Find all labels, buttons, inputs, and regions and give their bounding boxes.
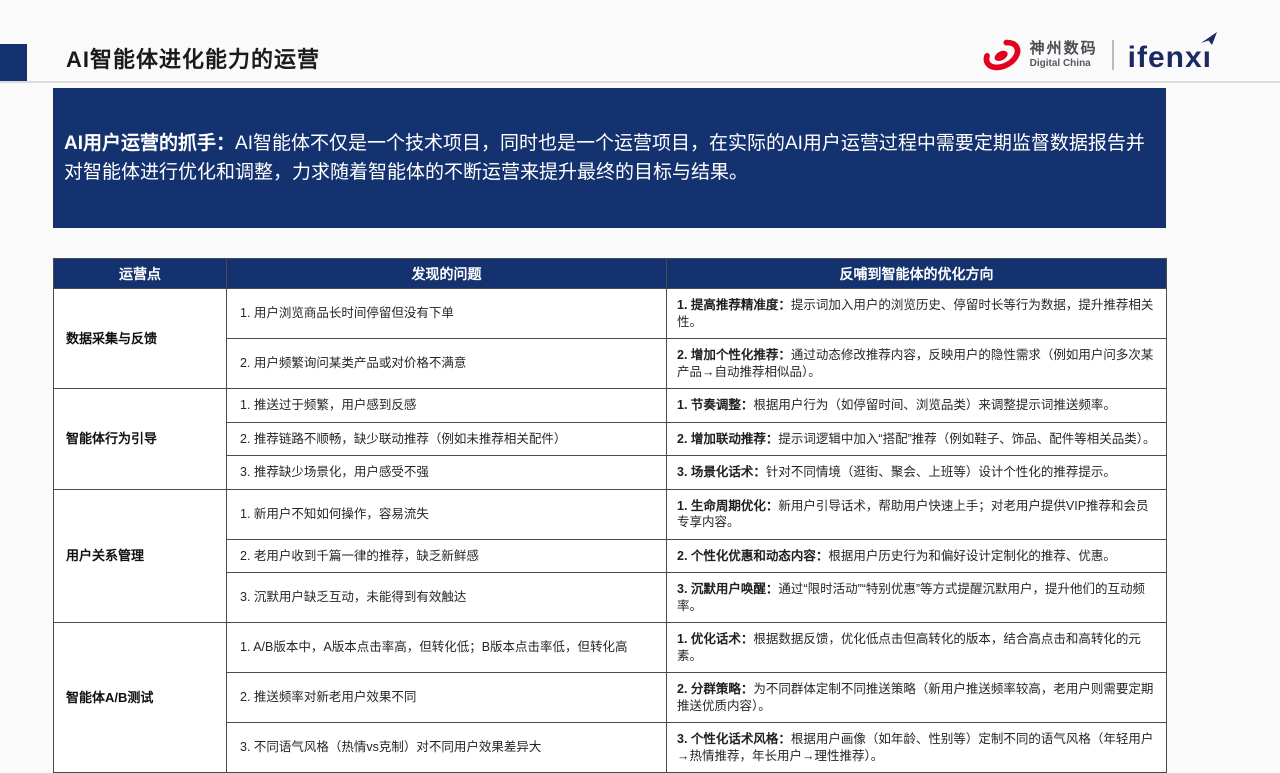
optimization-cell: 1. 优化话术：根据数据反馈，优化低点击但高转化的版本，结合高点击和高转化的元素…	[666, 622, 1167, 673]
slide-header: AI智能体进化能力的运营 神州数码 Digital China ifenxı	[0, 0, 1280, 83]
optimization-detail: 针对不同情境（逛街、聚会、上班等）设计个性化的推荐提示。	[765, 465, 1116, 479]
table-row: 3. 沉默用户缺乏互动，未能得到有效触达 3. 沉默用户唤醒：通过“限时活动”“特…	[54, 572, 1167, 623]
digital-china-wordmark: 神州数码 Digital China	[1030, 41, 1098, 69]
problem-cell: 1. 推送过于频繁，用户感到反感	[226, 388, 667, 423]
optimization-detail: 根据用户历史行为和偏好设计定制化的推荐、优惠。	[828, 548, 1116, 563]
problem-cell: 2. 推荐链路不顺畅，缺少联动推荐（例如未推荐相关配件）	[226, 421, 667, 456]
optimization-lead: 2. 增加个性化推荐：	[677, 348, 791, 362]
problem-cell: 1. 新用户不知如何操作，容易流失	[226, 488, 667, 540]
category-cell: 智能体行为引导	[53, 388, 227, 490]
optimization-detail: 为不同群体定制不同推送策略（新用户推送频率较高，老用户则需要定期推送优质内容）。	[677, 682, 1154, 713]
optimization-cell: 2. 分群策略：为不同群体定制不同推送策略（新用户推送频率较高，老用户则需要定期…	[666, 672, 1167, 723]
optimization-detail: 新用户引导话术，帮助用户快速上手；对老用户提供VIP推荐和会员专享内容。	[677, 498, 1149, 530]
table-row: 3. 推荐缺少场景化，用户感受不强 3. 场景化话术：针对不同情境（逛街、聚会、上…	[54, 455, 1167, 490]
logo-area: 神州数码 Digital China ifenxı	[981, 32, 1217, 76]
category-cell: 用户关系管理	[53, 488, 227, 623]
table-row: 智能体A/B测试 1. A/B版本中，A版本点击率高，但转化低；B版本点击率低，但…	[53, 622, 1167, 773]
problem-cell: 3. 推荐缺少场景化，用户感受不强	[226, 455, 667, 490]
optimization-detail: 通过动态修改推荐内容，反映用户的隐性需求（例如用户问多次某产品→自动推荐相似品）…	[677, 348, 1154, 379]
problem-cell: 1. 用户浏览商品长时间停留但没有下单	[226, 288, 667, 339]
table-row: 2. 老用户收到千篇一律的推荐，缺乏新鲜感 2. 个性化优惠和动态内容：根据用户历…	[54, 538, 1167, 573]
digital-china-logo: 神州数码 Digital China	[981, 34, 1098, 76]
operations-table: 运营点 发现的问题 反哺到智能体的优化方向 数据采集与反馈 1. 用户浏览商品长时…	[53, 258, 1167, 773]
optimization-cell: 2. 个性化优惠和动态内容：根据用户历史行为和偏好设计定制化的推荐、优惠。	[666, 538, 1167, 573]
category-cell: 智能体A/B测试	[53, 622, 227, 773]
table-row: 数据采集与反馈 1. 用户浏览商品长时间停留但没有下单 1. 提高推荐精准度：提示词…	[53, 288, 1167, 389]
digital-china-swirl-icon	[983, 39, 1021, 71]
optimization-lead: 3. 个性化话术风格：	[677, 732, 791, 746]
table-row: 用户关系管理 1. 新用户不知如何操作，容易流失 1. 生命周期优化：新用户引导话术…	[53, 488, 1167, 623]
category-cell: 数据采集与反馈	[53, 288, 227, 389]
table-row: 2. 用户频繁询问某类产品或对价格不满意 2. 增加个性化推荐：通过动态修改推荐内…	[54, 338, 1167, 389]
optimization-cell: 1. 提高推荐精准度：提示词加入用户的浏览历史、停留时长等行为数据，提升推荐相关…	[666, 288, 1167, 339]
optimization-detail: 提示词逻辑中加入“搭配”推荐（例如鞋子、饰品、配件等相关品类）。	[778, 431, 1156, 446]
table-row: 2. 推荐链路不顺畅，缺少联动推荐（例如未推荐相关配件） 2. 增加联动推荐：提示…	[54, 421, 1167, 456]
problem-cell: 2. 老用户收到千篇一律的推荐，缺乏新鲜感	[226, 538, 667, 573]
digital-china-en-label: Digital China	[1029, 57, 1091, 69]
intro-banner: AI用户运营的抓手：AI智能体不仅是一个技术项目，同时也是一个运营项目，在实际的…	[53, 88, 1166, 228]
logo-divider	[1111, 40, 1114, 70]
ifenxi-logo: ifenxı	[1127, 32, 1217, 74]
problem-cell: 2. 推送频率对新老用户效果不同	[226, 672, 667, 723]
optimization-lead: 1. 生命周期优化：	[677, 498, 779, 513]
header-divider-line	[0, 81, 1280, 83]
page-title: AI智能体进化能力的运营	[66, 47, 321, 72]
optimization-lead: 3. 沉默用户唤醒：	[677, 582, 779, 596]
ifenxi-arrow-icon	[1201, 32, 1217, 45]
ifenxi-wordmark: ifenxı	[1127, 41, 1212, 74]
optimization-detail: 提示词加入用户的浏览历史、停留时长等行为数据，提升推荐相关性。	[677, 298, 1154, 329]
intro-banner-body: AI智能体不仅是一个技术项目，同时也是一个运营项目，在实际的AI用户运营过程中需…	[64, 132, 1145, 183]
optimization-detail: 根据数据反馈，优化低点击但高转化的版本，结合高点击和高转化的元素。	[677, 632, 1141, 663]
optimization-cell: 1. 节奏调整：根据用户行为（如停留时间、浏览品类）来调整提示词推送频率。	[666, 388, 1167, 423]
optimization-cell: 3. 个性化话术风格：根据用户画像（如年龄、性别等）定制不同的语气风格（年轻用户…	[666, 722, 1167, 773]
column-header-optimization-direction: 反哺到智能体的优化方向	[666, 258, 1167, 289]
table-row: 智能体行为引导 1. 推送过于频繁，用户感到反感 1. 节奏调整：根据用户行为（如停…	[53, 388, 1167, 490]
intro-banner-lead: AI用户运营的抓手：	[64, 132, 236, 154]
optimization-lead: 1. 优化话术：	[677, 632, 754, 646]
optimization-lead: 1. 提高推荐精准度：	[677, 298, 791, 312]
optimization-cell: 2. 增加联动推荐：提示词逻辑中加入“搭配”推荐（例如鞋子、饰品、配件等相关品类…	[666, 421, 1167, 456]
title-accent-square	[0, 44, 27, 81]
intro-banner-text: AI用户运营的抓手：AI智能体不仅是一个技术项目，同时也是一个运营项目，在实际的…	[64, 129, 1152, 188]
optimization-cell: 3. 场景化话术：针对不同情境（逛街、聚会、上班等）设计个性化的推荐提示。	[666, 455, 1167, 490]
table-row: 2. 推送频率对新老用户效果不同 2. 分群策略：为不同群体定制不同推送策略（新用…	[54, 672, 1167, 723]
problem-cell: 3. 不同语气风格（热情vs克制）对不同用户效果差异大	[226, 722, 667, 773]
optimization-detail: 根据用户行为（如停留时间、浏览品类）来调整提示词推送频率。	[753, 398, 1116, 412]
optimization-lead: 1. 节奏调整：	[677, 398, 754, 412]
optimization-cell: 2. 增加个性化推荐：通过动态修改推荐内容，反映用户的隐性需求（例如用户问多次某…	[666, 338, 1167, 389]
optimization-lead: 2. 个性化优惠和动态内容：	[677, 548, 829, 563]
optimization-cell: 3. 沉默用户唤醒：通过“限时活动”“特别优惠”等方式提醒沉默用户，提升他们的互…	[666, 572, 1167, 623]
column-header-problems-found: 发现的问题	[226, 258, 667, 289]
optimization-lead: 3. 场景化话术：	[677, 465, 766, 479]
problem-cell: 1. A/B版本中，A版本点击率高，但转化低；B版本点击率低，但转化高	[226, 622, 667, 673]
problem-cell: 2. 用户频繁询问某类产品或对价格不满意	[226, 338, 667, 389]
column-header-operation-point: 运营点	[53, 258, 227, 289]
optimization-lead: 2. 增加联动推荐：	[677, 431, 779, 446]
optimization-detail: 通过“限时活动”“特别优惠”等方式提醒沉默用户，提升他们的互动频率。	[677, 582, 1146, 613]
table-header-row: 运营点 发现的问题 反哺到智能体的优化方向	[53, 258, 1167, 289]
digital-china-cn-label: 神州数码	[1029, 40, 1098, 58]
problem-cell: 3. 沉默用户缺乏互动，未能得到有效触达	[226, 572, 667, 623]
optimization-lead: 2. 分群策略：	[677, 682, 754, 696]
optimization-cell: 1. 生命周期优化：新用户引导话术，帮助用户快速上手；对老用户提供VIP推荐和会…	[666, 488, 1167, 540]
table-body: 数据采集与反馈 1. 用户浏览商品长时间停留但没有下单 1. 提高推荐精准度：提示词…	[53, 288, 1167, 773]
